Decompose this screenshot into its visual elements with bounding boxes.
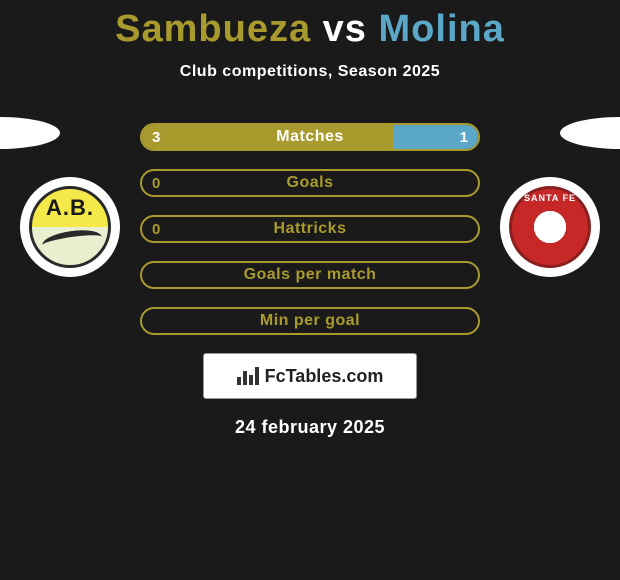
bar-value-right: 1 [450, 125, 478, 149]
bar-label: Min per goal [142, 309, 478, 333]
player2-name: Molina [379, 8, 505, 50]
comparison-arena: A.B. SANTA FE Matches31Goals0Hattricks0G… [0, 123, 620, 335]
bar-label: Goals per match [142, 263, 478, 287]
stat-bar: Goals0 [140, 169, 480, 197]
subtitle: Club competitions, Season 2025 [0, 63, 620, 81]
team-right-crest: SANTA FE [509, 186, 591, 268]
comparison-title: Sambueza vs Molina [0, 0, 620, 51]
spotlight-right [560, 117, 620, 149]
stat-bar: Goals per match [140, 261, 480, 289]
team-left-abbr: A.B. [32, 195, 108, 221]
brand-box[interactable]: FcTables.com [203, 353, 417, 399]
bar-value-left: 0 [142, 171, 170, 195]
stat-bar: Hattricks0 [140, 215, 480, 243]
team-right-badge: SANTA FE [500, 177, 600, 277]
bar-value-left: 0 [142, 217, 170, 241]
stat-bar: Min per goal [140, 307, 480, 335]
bar-label: Hattricks [142, 217, 478, 241]
team-left-badge: A.B. [20, 177, 120, 277]
vs-text: vs [323, 8, 367, 50]
crest-swoosh-icon [41, 227, 103, 255]
date-text: 24 february 2025 [0, 417, 620, 438]
bar-label: Goals [142, 171, 478, 195]
bar-value-left: 3 [142, 125, 170, 149]
stat-bars: Matches31Goals0Hattricks0Goals per match… [140, 123, 480, 335]
bar-label: Matches [142, 125, 478, 149]
brand-text: FcTables.com [265, 366, 384, 387]
player1-name: Sambueza [115, 8, 311, 50]
team-right-arc-text: SANTA FE [512, 193, 588, 203]
stat-bar: Matches3 1 [140, 123, 480, 151]
spotlight-left [0, 117, 60, 149]
team-left-crest: A.B. [29, 186, 111, 268]
bar-chart-icon [237, 367, 259, 385]
